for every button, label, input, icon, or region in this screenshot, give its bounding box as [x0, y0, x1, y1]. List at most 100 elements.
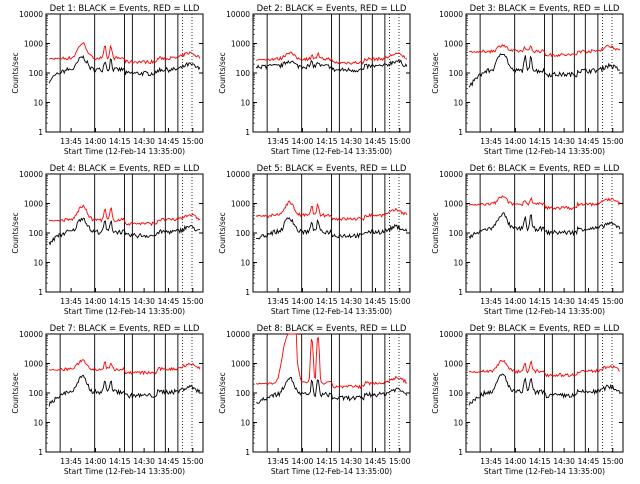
series-lld [48, 42, 201, 65]
y-tick-label: 10 [33, 99, 43, 108]
x-tick-label: 14:45 [365, 297, 387, 306]
x-tick-label: 14:00 [505, 457, 527, 466]
y-axis-label: Counts/sec [11, 372, 20, 413]
y-tick-label: 10000 [439, 10, 463, 19]
y-tick-label: 10000 [19, 170, 43, 179]
panel-title: Det 6: BLACK = Events, RED = LLD [470, 164, 620, 174]
x-tick-label: 14:15 [529, 457, 551, 466]
series-lld [469, 44, 621, 58]
x-tick-label: 13:45 [60, 137, 82, 146]
y-tick-label: 10 [33, 419, 43, 428]
series-lld [48, 204, 201, 227]
y-tick-label: 100 [236, 389, 251, 398]
x-tick-label: 14:00 [505, 137, 527, 146]
x-tick-label: 14:45 [365, 457, 387, 466]
y-tick-label: 10 [453, 259, 463, 268]
x-axis-label: Start Time (12-Feb-14 13:35:00) [271, 467, 392, 476]
series-lld [255, 200, 408, 222]
x-axis-label: Start Time (12-Feb-14 13:35:00) [64, 307, 185, 316]
x-axis-label: Start Time (12-Feb-14 13:35:00) [64, 147, 185, 156]
y-tick-label: 1000 [444, 360, 463, 369]
x-tick-label: 14:15 [316, 137, 338, 146]
x-tick-label: 13:45 [267, 457, 289, 466]
x-tick-label: 14:15 [529, 137, 551, 146]
y-tick-label: 10 [240, 259, 250, 268]
y-tick-label: 10 [453, 99, 463, 108]
y-tick-label: 1000 [444, 200, 463, 209]
y-tick-label: 100 [449, 389, 464, 398]
x-tick-label: 14:30 [340, 137, 362, 146]
series-events [468, 53, 620, 88]
y-tick-label: 1000 [231, 360, 250, 369]
x-tick-label: 14:30 [340, 297, 362, 306]
y-tick-label: 1 [458, 288, 463, 297]
x-tick-label: 14:30 [553, 297, 575, 306]
y-tick-label: 10000 [226, 10, 250, 19]
series-lld [468, 359, 621, 378]
x-axis-label: Start Time (12-Feb-14 13:35:00) [271, 147, 392, 156]
y-tick-label: 1000 [231, 40, 250, 49]
series-events [255, 217, 408, 240]
series-lld [255, 333, 408, 390]
y-tick-label: 1 [245, 288, 250, 297]
x-tick-label: 14:00 [292, 457, 314, 466]
y-tick-label: 1 [245, 448, 250, 457]
x-axis-label: Start Time (12-Feb-14 13:35:00) [484, 467, 605, 476]
x-tick-label: 15:00 [602, 137, 624, 146]
y-tick-label: 1000 [24, 40, 43, 49]
panel-title: Det 9: BLACK = Events, RED = LLD [470, 324, 620, 334]
panel-det-2: Det 2: BLACK = Events, RED = LLD 1 10 100 10… [218, 4, 411, 156]
x-tick-label: 14:45 [158, 457, 180, 466]
series-events [255, 58, 408, 73]
y-tick-label: 10 [240, 419, 250, 428]
panel-det-4: Det 4: BLACK = Events, RED = LLD 1 10 100 10… [11, 164, 204, 316]
panel-title: Det 5: BLACK = Events, RED = LLD [257, 164, 407, 174]
y-axis-label: Counts/sec [11, 212, 20, 253]
panel-det-7: Det 7: BLACK = Events, RED = LLD 1 10 100 10… [11, 324, 204, 476]
y-axis-label: Counts/sec [431, 212, 440, 253]
y-tick-label: 10 [33, 259, 43, 268]
y-tick-label: 1000 [24, 360, 43, 369]
x-tick-label: 15:00 [389, 297, 411, 306]
y-axis-label: Counts/sec [431, 372, 440, 413]
y-tick-label: 100 [29, 389, 44, 398]
panel-det-9: Det 9: BLACK = Events, RED = LLD 1 10 100 10… [431, 324, 624, 476]
y-tick-label: 1000 [24, 200, 43, 209]
y-tick-label: 100 [236, 229, 251, 238]
x-tick-label: 14:30 [133, 457, 155, 466]
y-tick-label: 1 [458, 128, 463, 137]
y-tick-label: 10000 [439, 330, 463, 339]
x-tick-label: 15:00 [182, 137, 204, 146]
x-tick-label: 14:15 [109, 297, 131, 306]
panel-det-5: Det 5: BLACK = Events, RED = LLD 1 10 100 10… [218, 164, 411, 316]
panel-det-6: Det 6: BLACK = Events, RED = LLD 1 10 100 10… [431, 164, 624, 316]
x-tick-label: 14:45 [365, 137, 387, 146]
x-axis-label: Start Time (12-Feb-14 13:35:00) [484, 147, 605, 156]
series-lld [48, 359, 201, 376]
panel-title: Det 1: BLACK = Events, RED = LLD [50, 4, 200, 14]
y-tick-label: 1 [245, 128, 250, 137]
y-tick-label: 1 [38, 288, 43, 297]
x-tick-label: 14:15 [109, 457, 131, 466]
y-axis-label: Counts/sec [431, 52, 440, 93]
series-events [468, 212, 621, 240]
x-tick-label: 14:45 [158, 137, 180, 146]
panel-det-1: Det 1: BLACK = Events, RED = LLD 1 10 100 10… [11, 4, 204, 156]
x-tick-label: 14:15 [529, 297, 551, 306]
panel-title: Det 3: BLACK = Events, RED = LLD [470, 4, 620, 14]
x-tick-label: 14:45 [578, 137, 600, 146]
series-events [48, 374, 201, 407]
x-axis-label: Start Time (12-Feb-14 13:35:00) [484, 307, 605, 316]
y-tick-label: 100 [236, 69, 251, 78]
x-tick-label: 14:15 [109, 137, 131, 146]
series-events [256, 376, 408, 404]
x-tick-label: 15:00 [182, 457, 204, 466]
x-tick-label: 13:45 [480, 457, 502, 466]
y-tick-label: 1000 [231, 200, 250, 209]
y-tick-label: 10000 [439, 170, 463, 179]
panel-title: Det 4: BLACK = Events, RED = LLD [50, 164, 200, 174]
series-events [468, 373, 621, 406]
x-tick-label: 13:45 [480, 137, 502, 146]
y-tick-label: 100 [449, 229, 464, 238]
